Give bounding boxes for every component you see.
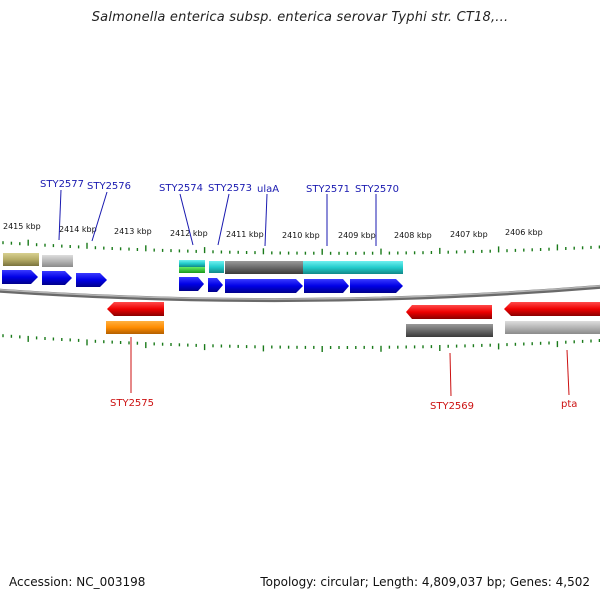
kbp-label: 2407 kbp <box>450 230 488 239</box>
gene-label-sty2573[interactable]: STY2573 <box>208 183 252 194</box>
gene-arrow-forward[interactable] <box>76 273 107 287</box>
gene-label-sty2575[interactable]: STY2575 <box>110 398 154 409</box>
gene-arrow-reverse[interactable] <box>406 305 492 319</box>
forward-genes <box>2 270 403 293</box>
gene-label-sty2577[interactable]: STY2577 <box>40 179 84 190</box>
gene-leader-lines-top <box>58 189 377 247</box>
gene-arrow-forward[interactable] <box>2 270 38 284</box>
gene-arrow-forward[interactable] <box>42 271 72 285</box>
kbp-label: 2410 kbp <box>282 231 320 240</box>
feature-block[interactable] <box>42 255 73 267</box>
scale-ticks-bottom <box>2 334 600 352</box>
reverse-genes <box>107 302 600 319</box>
map-title: Salmonella enterica subsp. enterica sero… <box>91 10 509 25</box>
gene-arrow-forward[interactable] <box>225 279 303 293</box>
kbp-label: 2408 kbp <box>394 231 432 240</box>
gene-arrow-reverse[interactable] <box>107 302 164 316</box>
gene-label-ulaa[interactable]: ulaA <box>257 184 279 195</box>
feature-track-top <box>3 253 403 274</box>
kbp-label: 2409 kbp <box>338 231 376 240</box>
feature-block[interactable] <box>303 261 403 274</box>
gene-label-sty2576[interactable]: STY2576 <box>87 181 131 192</box>
gene-arrow-forward[interactable] <box>179 277 204 291</box>
kbp-label: 2413 kbp <box>114 227 152 236</box>
kbp-label: 2412 kbp <box>170 229 208 238</box>
kbp-label: 2411 kbp <box>226 230 264 239</box>
kbp-label: 2414 kbp <box>59 225 97 234</box>
gene-labels-bottom: STY2575 STY2569 pta <box>110 398 577 412</box>
feature-block[interactable] <box>406 324 493 337</box>
feature-track-bottom <box>106 321 600 337</box>
scale-ticks-top <box>2 239 600 255</box>
kbp-scale-labels: 2415 kbp 2414 kbp 2413 kbp 2412 kbp 2411… <box>3 222 543 240</box>
feature-block[interactable] <box>179 267 205 273</box>
gene-arrow-forward[interactable] <box>208 278 223 292</box>
feature-block[interactable] <box>225 261 303 274</box>
kbp-label: 2406 kbp <box>505 228 543 237</box>
genome-summary-text: Topology: circular; Length: 4,809,037 bp… <box>260 575 590 589</box>
gene-label-sty2569[interactable]: STY2569 <box>430 401 474 412</box>
kbp-label: 2415 kbp <box>3 222 41 231</box>
gene-arrow-forward[interactable] <box>304 279 349 293</box>
gene-labels-top: STY2577 STY2576 STY2574 STY2573 ulaA STY… <box>40 179 399 195</box>
feature-block[interactable] <box>3 253 39 266</box>
genome-backbone <box>0 284 600 303</box>
gene-arrow-forward[interactable] <box>350 279 403 293</box>
feature-block[interactable] <box>505 321 600 334</box>
feature-block[interactable] <box>209 261 224 273</box>
gene-label-sty2570[interactable]: STY2570 <box>355 184 399 195</box>
gene-label-sty2574[interactable]: STY2574 <box>159 183 203 194</box>
gene-label-sty2571[interactable]: STY2571 <box>306 184 350 195</box>
feature-block[interactable] <box>106 321 164 334</box>
feature-block[interactable] <box>179 260 205 267</box>
accession-text: Accession: NC_003198 <box>9 575 146 589</box>
gene-arrow-reverse[interactable] <box>504 302 600 316</box>
gene-leader-lines-bottom <box>130 337 570 397</box>
gene-label-pta[interactable]: pta <box>561 399 577 410</box>
